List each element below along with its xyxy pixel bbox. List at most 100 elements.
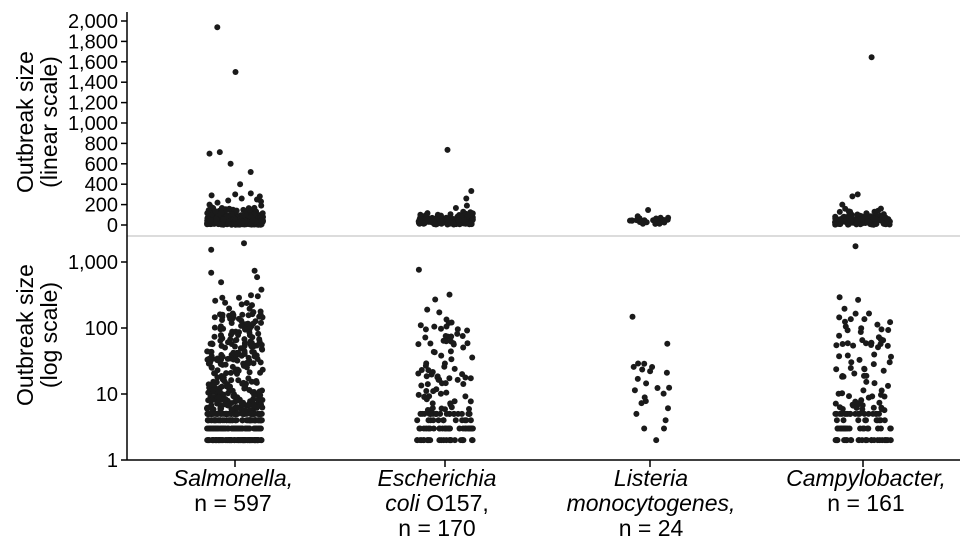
data-point bbox=[432, 410, 439, 417]
data-point bbox=[208, 246, 215, 253]
data-point bbox=[219, 317, 225, 323]
data-point bbox=[440, 417, 447, 424]
y-axis-label-linear-line1: Outbreak size bbox=[12, 51, 38, 193]
data-point bbox=[875, 344, 881, 351]
y-axis-label-linear: Outbreak size (linear scale) bbox=[12, 12, 62, 232]
data-point bbox=[865, 410, 872, 417]
data-point bbox=[260, 214, 266, 220]
data-point bbox=[229, 328, 236, 335]
data-point bbox=[250, 402, 257, 409]
data-point bbox=[232, 191, 239, 198]
data-point bbox=[432, 221, 439, 228]
data-point bbox=[447, 348, 454, 355]
data-point bbox=[881, 417, 888, 424]
data-point bbox=[645, 207, 652, 213]
data-point bbox=[629, 313, 636, 320]
data-point bbox=[854, 211, 861, 218]
data-point bbox=[462, 393, 469, 400]
data-point bbox=[870, 361, 877, 368]
data-point bbox=[437, 218, 444, 224]
y-linear-tick-label: 1,800 bbox=[68, 31, 118, 53]
data-point bbox=[247, 338, 254, 345]
data-point bbox=[460, 344, 467, 351]
data-point bbox=[416, 425, 423, 432]
data-point bbox=[459, 333, 466, 339]
data-point bbox=[462, 417, 468, 424]
data-point bbox=[641, 360, 648, 367]
data-point bbox=[218, 333, 225, 340]
data-point bbox=[463, 202, 470, 209]
data-point bbox=[886, 359, 893, 366]
data-point bbox=[211, 314, 218, 321]
data-point bbox=[866, 310, 872, 317]
data-point bbox=[228, 377, 235, 384]
data-point bbox=[874, 417, 881, 424]
data-point bbox=[443, 323, 450, 330]
data-point bbox=[631, 387, 638, 394]
data-point bbox=[852, 310, 859, 317]
data-point bbox=[258, 202, 265, 209]
data-point bbox=[239, 417, 246, 424]
data-point bbox=[424, 381, 431, 388]
data-point bbox=[222, 344, 228, 351]
data-point bbox=[208, 405, 215, 412]
data-point bbox=[863, 417, 869, 424]
data-point bbox=[249, 217, 256, 224]
data-point bbox=[438, 212, 444, 219]
data-point bbox=[452, 417, 459, 424]
data-point bbox=[247, 190, 254, 197]
data-point bbox=[217, 389, 223, 395]
data-point bbox=[208, 269, 215, 276]
data-point bbox=[238, 301, 245, 308]
data-point bbox=[238, 195, 245, 202]
data-point bbox=[204, 425, 211, 432]
data-point bbox=[836, 404, 843, 411]
category-name-suffix: O157, bbox=[426, 490, 489, 516]
data-point bbox=[430, 417, 437, 424]
data-point bbox=[228, 406, 235, 413]
data-point bbox=[212, 297, 219, 304]
data-point bbox=[254, 325, 261, 332]
data-point bbox=[454, 376, 461, 383]
data-point bbox=[207, 359, 214, 366]
data-point bbox=[225, 417, 232, 424]
data-point bbox=[469, 210, 476, 217]
data-point bbox=[246, 332, 253, 339]
data-point bbox=[448, 319, 455, 326]
data-point bbox=[254, 293, 261, 300]
y-linear-tick-label: 400 bbox=[85, 174, 118, 196]
data-point bbox=[248, 343, 255, 350]
data-point bbox=[259, 314, 266, 321]
data-point bbox=[255, 330, 262, 337]
data-point bbox=[254, 274, 261, 281]
data-point bbox=[436, 425, 443, 432]
data-point bbox=[258, 417, 265, 424]
data-point bbox=[639, 220, 646, 227]
data-point bbox=[880, 367, 887, 374]
data-point bbox=[241, 385, 248, 392]
data-point bbox=[256, 388, 263, 395]
data-point bbox=[213, 216, 220, 222]
data-point bbox=[451, 410, 458, 417]
data-point bbox=[227, 369, 234, 376]
data-point bbox=[835, 390, 842, 397]
category-name-line2: coli bbox=[385, 490, 420, 516]
data-point bbox=[861, 316, 868, 323]
y-linear-tick-label: 600 bbox=[85, 154, 118, 176]
data-point bbox=[230, 349, 237, 356]
data-point bbox=[417, 410, 424, 417]
data-point bbox=[847, 217, 854, 224]
data-point bbox=[647, 368, 654, 375]
data-point bbox=[643, 380, 650, 387]
data-point bbox=[467, 375, 474, 382]
data-point bbox=[427, 425, 433, 432]
data-point bbox=[258, 345, 265, 352]
y-linear-tick-label: 1,400 bbox=[68, 72, 118, 94]
data-point bbox=[233, 425, 240, 432]
data-point bbox=[878, 406, 885, 412]
data-point bbox=[836, 314, 843, 321]
data-point bbox=[217, 361, 224, 367]
data-point bbox=[422, 334, 429, 341]
data-point bbox=[844, 352, 851, 359]
data-point bbox=[241, 240, 247, 247]
